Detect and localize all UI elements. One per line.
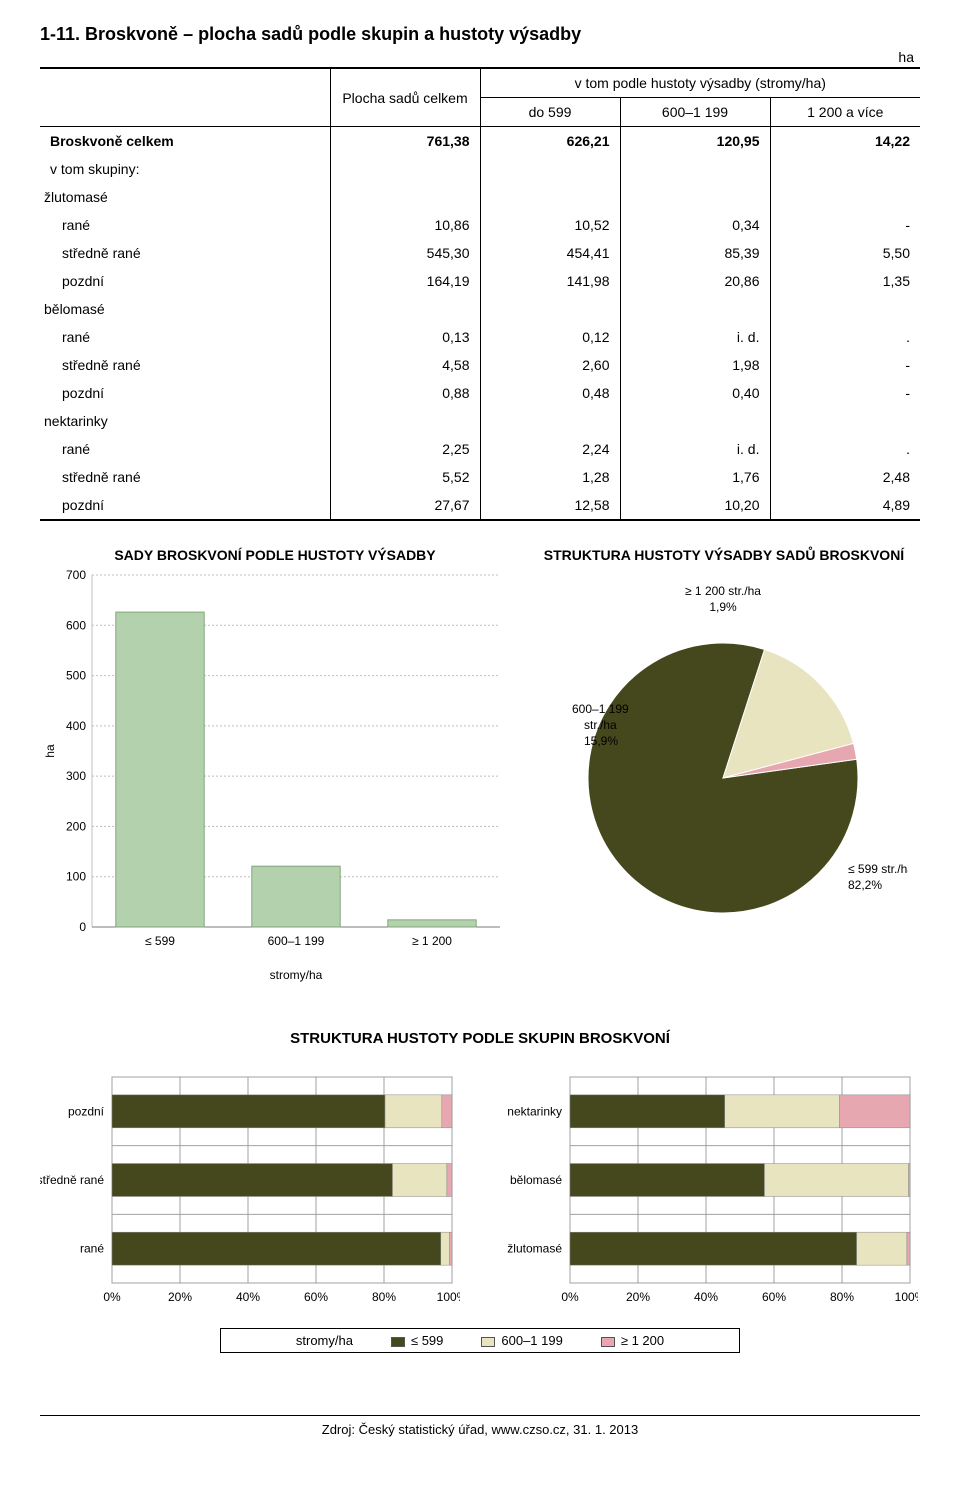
svg-text:≥ 1 200 str./ha: ≥ 1 200 str./ha bbox=[685, 584, 761, 598]
legend-item: 600–1 199 bbox=[481, 1333, 562, 1348]
svg-text:0%: 0% bbox=[561, 1290, 579, 1304]
stacked-chart-left: 0% 20% 40% 60% 80% 100% pozdní středně rané rané bbox=[40, 1071, 460, 1311]
svg-text:300: 300 bbox=[66, 769, 86, 783]
bar-title: SADY BROSKVONÍ PODLE HUSTOTY VÝSADBY bbox=[40, 547, 510, 563]
svg-text:ha: ha bbox=[43, 744, 57, 758]
svg-text:100%: 100% bbox=[437, 1290, 460, 1304]
pie-chart: ≤ 599 str./ha 82,2% 600–1 199 str./ha 15,9% ≥… bbox=[528, 563, 908, 963]
legend-label: stromy/ha bbox=[296, 1333, 353, 1348]
svg-text:≤ 599 str./ha: ≤ 599 str./ha bbox=[848, 862, 908, 876]
svg-text:bělomasé: bělomasé bbox=[510, 1173, 562, 1187]
svg-text:žlutomasé: žlutomasé bbox=[507, 1242, 562, 1256]
table-row: žlutomasé bbox=[40, 183, 920, 211]
svg-text:100: 100 bbox=[66, 870, 86, 884]
svg-text:600: 600 bbox=[66, 618, 86, 632]
svg-text:700: 700 bbox=[66, 568, 86, 582]
stacked-chart-right: 0% 20% 40% 60% 80% 100% nektarinky bělomasé žlut… bbox=[498, 1071, 918, 1311]
bar-chart: 0 100 200 300 400 500 600 700 ≤ 599 600–1 199 ≥ 1 … bbox=[40, 567, 510, 987]
table-row: rané2,252,24i. d.. bbox=[40, 435, 920, 463]
table-row: rané10,8610,520,34- bbox=[40, 211, 920, 239]
table-row: bělomasé bbox=[40, 295, 920, 323]
svg-text:pozdní: pozdní bbox=[68, 1104, 105, 1118]
svg-text:středně rané: středně rané bbox=[40, 1173, 104, 1187]
svg-text:40%: 40% bbox=[694, 1290, 718, 1304]
svg-text:nektarinky: nektarinky bbox=[507, 1104, 562, 1118]
table-row: pozdní0,880,480,40- bbox=[40, 379, 920, 407]
page-title: 1-11. Broskvoně – plocha sadů podle skup… bbox=[40, 24, 920, 45]
svg-text:40%: 40% bbox=[236, 1290, 260, 1304]
svg-text:100%: 100% bbox=[895, 1290, 918, 1304]
svg-text:≤ 599: ≤ 599 bbox=[145, 934, 175, 948]
legend-item: ≤ 599 bbox=[391, 1333, 443, 1348]
legend: stromy/ha ≤ 599 600–1 199 ≥ 1 200 bbox=[220, 1328, 740, 1353]
data-table: Plocha sadů celkem v tom podle hustoty v… bbox=[40, 67, 920, 521]
svg-text:600–1 199: 600–1 199 bbox=[572, 702, 629, 716]
svg-text:82,2%: 82,2% bbox=[848, 878, 882, 892]
svg-text:200: 200 bbox=[66, 819, 86, 833]
svg-text:str./ha: str./ha bbox=[584, 718, 617, 732]
col-c2: 600–1 199 bbox=[620, 98, 770, 127]
table-row: nektarinky bbox=[40, 407, 920, 435]
svg-text:stromy/ha: stromy/ha bbox=[270, 968, 323, 982]
section-title: STRUKTURA HUSTOTY PODLE SKUPIN BROSKVONÍ bbox=[40, 1030, 920, 1047]
col-c3: 1 200 a více bbox=[770, 98, 920, 127]
table-row: rané0,130,12i. d.. bbox=[40, 323, 920, 351]
col-group: v tom podle hustoty výsadby (stromy/ha) bbox=[480, 68, 920, 98]
svg-text:1,9%: 1,9% bbox=[709, 600, 737, 614]
svg-text:80%: 80% bbox=[372, 1290, 396, 1304]
footer-text: Zdroj: Český statistický úřad, www.czso.… bbox=[322, 1422, 638, 1437]
table-row: Broskvoně celkem761,38626,21120,9514,22 bbox=[40, 127, 920, 156]
svg-text:≥ 1 200: ≥ 1 200 bbox=[412, 934, 452, 948]
svg-text:rané: rané bbox=[80, 1242, 104, 1256]
unit-label: ha bbox=[40, 49, 914, 65]
table-row: pozdní27,6712,5810,204,89 bbox=[40, 491, 920, 520]
svg-text:0: 0 bbox=[79, 920, 86, 934]
svg-text:20%: 20% bbox=[626, 1290, 650, 1304]
table-row: středně rané5,521,281,762,48 bbox=[40, 463, 920, 491]
table-row: v tom skupiny: bbox=[40, 155, 920, 183]
col-area: Plocha sadů celkem bbox=[330, 68, 480, 127]
svg-text:60%: 60% bbox=[762, 1290, 786, 1304]
svg-text:600–1 199: 600–1 199 bbox=[268, 934, 325, 948]
legend-item: ≥ 1 200 bbox=[601, 1333, 664, 1348]
table-row: středně rané545,30454,4185,395,50 bbox=[40, 239, 920, 267]
table-row: pozdní164,19141,9820,861,35 bbox=[40, 267, 920, 295]
svg-text:0%: 0% bbox=[103, 1290, 121, 1304]
svg-text:15,9%: 15,9% bbox=[584, 734, 618, 748]
col-c1: do 599 bbox=[480, 98, 620, 127]
svg-text:500: 500 bbox=[66, 669, 86, 683]
svg-text:400: 400 bbox=[66, 719, 86, 733]
table-row: středně rané4,582,601,98- bbox=[40, 351, 920, 379]
svg-text:60%: 60% bbox=[304, 1290, 328, 1304]
table-body: Broskvoně celkem761,38626,21120,9514,22v… bbox=[40, 127, 920, 521]
svg-text:20%: 20% bbox=[168, 1290, 192, 1304]
svg-text:80%: 80% bbox=[830, 1290, 854, 1304]
pie-title: STRUKTURA HUSTOTY VÝSADBY SADŮ BROSKVONÍ bbox=[528, 547, 920, 563]
